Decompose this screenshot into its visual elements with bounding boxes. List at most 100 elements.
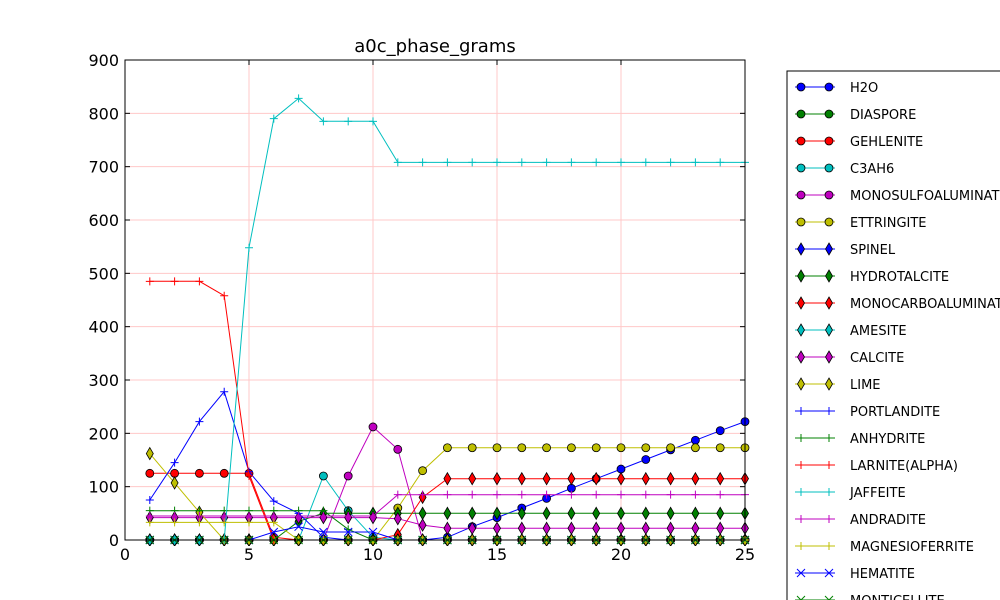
legend-entry: LIME [795,377,881,393]
data-point [493,158,501,167]
data-point [641,506,650,521]
data-point [418,518,427,532]
legend-entry: MAGNESIOFERRITE [795,540,974,555]
legend-label: LIME [850,378,881,393]
legend-entry: H2O [795,81,878,96]
legend-marker [825,377,833,391]
data-point [715,426,725,436]
legend-label: MAGNESIOFERRITE [850,540,974,555]
y-tick-label: 0 [109,531,119,550]
data-point [443,506,452,521]
legend-marker [825,242,833,256]
data-point [368,527,378,537]
data-point [567,490,576,499]
data-point [344,512,353,520]
data-point [517,471,526,486]
data-point [170,476,179,490]
legend-marker [796,136,806,146]
data-point [641,158,650,167]
legend-marker [825,542,833,550]
data-point [145,446,154,461]
legend-marker [797,323,805,337]
data-point [592,506,601,521]
legend-entry: ANHYDRITE [795,432,925,447]
data-point [493,506,501,521]
data-point [443,158,452,167]
data-point [542,471,551,486]
legend-marker [825,350,833,364]
legend-marker [824,595,834,600]
data-point [493,471,501,486]
y-tick-label: 700 [88,158,119,177]
legend-label: SPINEL [850,243,896,258]
data-point [691,506,700,521]
y-tick-label: 400 [88,318,119,337]
legend-marker [796,568,806,578]
data-point [393,511,402,526]
legend-entry: C3AH6 [795,162,894,177]
data-point [666,158,675,167]
data-point [641,490,650,499]
data-point [592,490,601,499]
legend-label: MONOCARBOALUMINATE [850,297,1000,312]
legend-entry: SPINEL [795,242,896,258]
data-point [468,506,477,521]
data-point [195,277,204,286]
legend-entry: MONOSULFOALUMINATE [795,189,1000,204]
legend-marker [825,434,833,442]
data-point [369,117,377,126]
y-tick-label: 600 [88,211,119,230]
legend-marker [824,217,834,227]
y-tick-label: 300 [88,371,119,390]
legend-label: PORTLANDITE [850,405,940,420]
data-point [716,490,725,499]
legend-label: MONTICELLITE [850,594,945,600]
data-point [641,455,651,464]
data-point [195,518,204,527]
data-point [418,490,427,499]
legend-entry: HYDROTALCITE [795,269,949,285]
data-point [468,490,477,499]
legend-marker [825,296,833,310]
chart-title: a0c_phase_grams [354,36,515,57]
data-point [616,464,626,474]
legend-box [786,70,1000,600]
data-point [145,518,154,527]
legend-marker [797,377,805,391]
data-point [542,490,551,499]
data-point [343,471,353,481]
data-point [517,490,526,499]
legend-marker [797,350,805,364]
data-point [592,158,601,167]
data-point [269,114,278,123]
data-point [245,472,253,480]
data-point [616,443,626,453]
data-point [170,277,179,286]
data-point [493,490,501,499]
data-point [691,158,700,167]
y-tick-label: 200 [88,424,119,443]
legend-marker [824,568,834,578]
data-point [145,496,154,504]
legend-marker [824,163,834,173]
data-point [492,443,502,453]
data-point [220,387,229,396]
legend-label: CALCITE [850,351,904,366]
y-tick-label: 800 [88,104,119,123]
data-point [567,158,576,167]
legend-entry: ETTRINGITE [795,216,927,231]
legend-entry: AMESITE [795,323,907,339]
data-point [220,291,229,300]
data-point [691,443,700,453]
data-point [517,506,526,521]
x-tick-label: 10 [363,545,383,564]
data-point [393,158,402,167]
data-point [269,518,278,527]
legend-marker [796,217,806,227]
data-point [393,444,403,454]
y-tick-label: 500 [88,264,119,283]
data-point [368,422,378,432]
legend-label: GEHLENITE [850,135,923,150]
legend-entry: ANDRADITE [795,513,926,528]
data-point [691,471,700,486]
